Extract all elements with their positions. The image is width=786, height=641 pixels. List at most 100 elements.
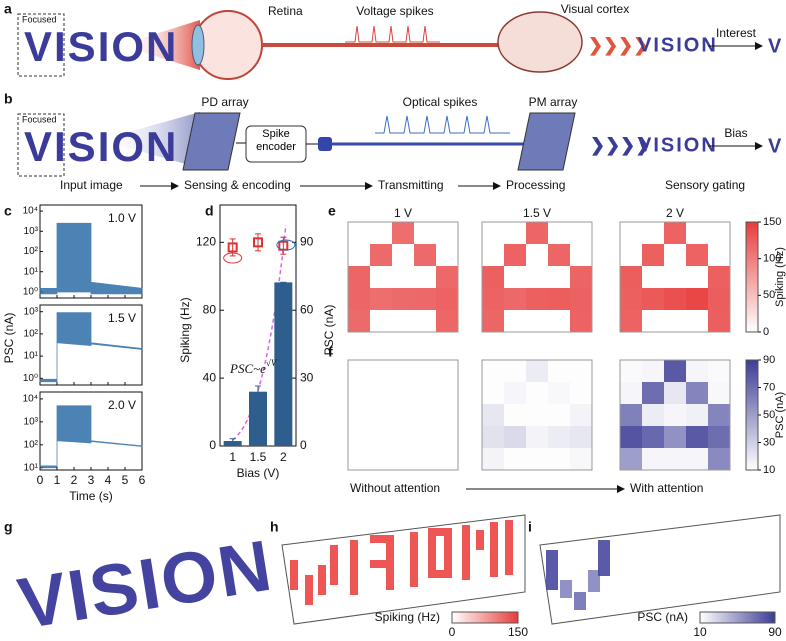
heatmap-cell [482,244,504,266]
colorbar-label: Spiking (Hz) [774,247,786,307]
heatmap-cell [348,288,370,310]
colorbar [745,221,759,333]
y-tick-label: 0 [209,438,216,452]
annotation-base: PSC~e [229,361,266,376]
heatmap-cell [664,244,686,266]
without-attention-label: Without attention [350,481,440,495]
heatmap-cell [526,448,548,470]
heatmap-cell [436,266,458,288]
y-tick-label: 10³ [24,226,39,237]
heatmap-cell [392,404,414,426]
panel-label: h [270,519,279,535]
heatmap-cell [370,222,392,244]
heatmap-cell [414,222,436,244]
heatmap-cell [348,426,370,448]
heatmap-cell [504,266,526,288]
y-tick-label: 10¹ [24,351,39,362]
x-axis-label: Time (s) [69,489,113,503]
heatmap-frame [347,359,459,471]
x-tick-label: 5 [122,473,129,487]
heatmap-cell [526,222,548,244]
heatmap-cell [482,382,504,404]
y-tick-label: 10⁴ [23,206,38,217]
focused-label: Focused [22,14,57,24]
panel-label: b [4,91,13,107]
panel-label: i [528,519,532,535]
heatmap-cell [482,266,504,288]
fit-annotation: PSC~e√V [229,358,278,376]
y2-tick-label: 60 [300,302,314,316]
heatmap-cell [414,244,436,266]
heatmap-cell [348,360,370,382]
colorbar-tick-label: 150 [763,216,781,228]
heatmap-cell [620,426,642,448]
heatmap-cell [620,244,642,266]
heatmap-cell [370,404,392,426]
heatmap-cell [686,310,708,332]
heatmap-cell [370,448,392,470]
heatmap-cell [348,404,370,426]
heatmap-cell [708,244,730,266]
pm-array [517,112,576,171]
heatmap-cell [664,310,686,332]
heatmap-cell [436,426,458,448]
heatmap-cell [548,426,570,448]
heatmap-cell [414,288,436,310]
heatmap-cell [526,244,548,266]
heatmap-cell [370,360,392,382]
light-cone [120,20,200,70]
psc-trace [39,222,143,295]
heatmap-cell [642,310,664,332]
x-tick-label: 4 [105,473,112,487]
heatmap-cell [570,448,592,470]
heatmap-cell [504,448,526,470]
heatmap-cell [482,222,504,244]
y2-axis-label: PSC (nA) [322,305,336,356]
heatmap-cell [642,382,664,404]
y-tick-label: 10² [24,439,39,450]
heatmap-title: 1.5 V [523,206,551,220]
y2-tick-label: 30 [300,370,314,384]
y-tick-label: 120 [196,235,216,249]
heatmap-cell [504,244,526,266]
y-tick-label: 10² [24,329,39,340]
heatmap-cell [392,244,414,266]
heatmap-cell [414,360,436,382]
heatmap-cell [686,288,708,310]
led [318,137,332,151]
heatmap-cell [548,404,570,426]
heatmap-cell [392,448,414,470]
heatmap-cell [348,244,370,266]
heatmap-cell [620,404,642,426]
heatmap-cell [664,360,686,382]
visual-cortex-label: Visual cortex [561,2,629,16]
y-tick-label: 10⁴ [23,394,38,405]
heatmap-frame [619,221,731,333]
axis-marker [223,252,243,264]
heatmap-cell [708,382,730,404]
heatmap-cell [686,448,708,470]
psc-trace [39,312,143,383]
colorbar [745,359,759,471]
heatmap-cell [348,266,370,288]
colorbar-tick-label: 90 [763,354,775,366]
y-tick-label: 10¹ [24,462,39,473]
heatmap-cell [620,288,642,310]
tilted-word: VISION [13,526,278,641]
heatmap-frame [347,221,459,333]
heatmap-cell [436,288,458,310]
heatmap-cell [504,426,526,448]
heatmap-cell [482,426,504,448]
heatmap-cell [392,360,414,382]
heatmap-cell [482,288,504,310]
heatmap-cell [708,404,730,426]
heatmap-cell [570,404,592,426]
optical-spike-trace [375,115,510,134]
heatmap-cell [414,382,436,404]
heatmap-cell [642,426,664,448]
heatmap-cell [504,382,526,404]
heatmap-cell [370,266,392,288]
heatmap-cell [686,360,708,382]
heatmap-cell [620,360,642,382]
